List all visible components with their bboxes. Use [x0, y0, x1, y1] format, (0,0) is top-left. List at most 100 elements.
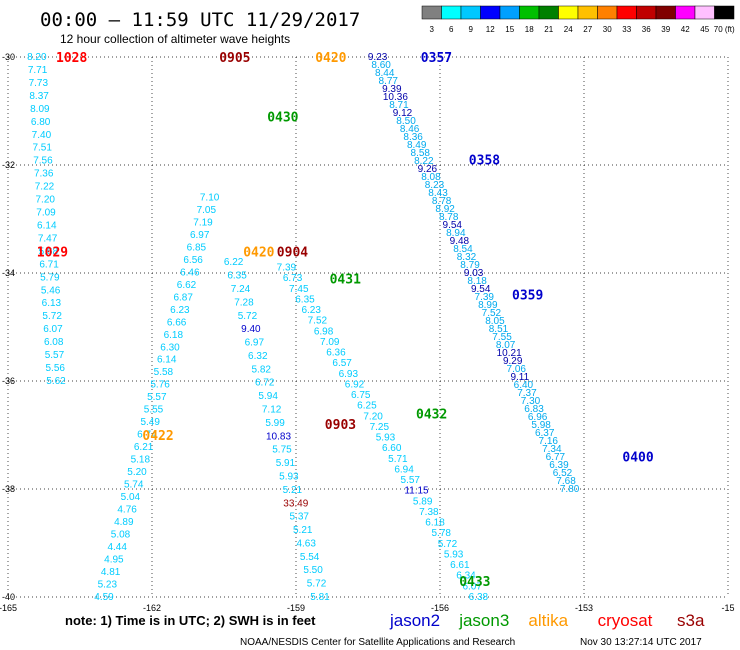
pass-time-label: 0432 — [416, 407, 447, 422]
wave-height-label: 6.32 — [248, 351, 268, 362]
satellite-legend: jason2 jason3 altika cryosat s3a — [389, 611, 705, 630]
wave-height-label: 5.76 — [150, 380, 170, 391]
wave-height-label: 8.60 — [371, 60, 391, 71]
colorbar-swatch — [675, 5, 696, 20]
footer-timestamp: Nov 30 13:27:14 UTC 2017 — [580, 637, 702, 648]
wave-height-label: 8.08 — [421, 172, 441, 183]
wave-height-label: 6.72 — [255, 378, 275, 389]
wave-height-label: 8.78 — [432, 196, 452, 207]
wave-height-label: 6.87 — [173, 292, 193, 303]
wave-height-label: 6.75 — [351, 390, 371, 401]
wave-height-label: 6.23 — [170, 305, 190, 316]
wave-height-label: 5.55 — [144, 405, 164, 416]
wave-height-label: 7.80 — [560, 484, 580, 495]
wave-height-label: 8.37 — [29, 91, 49, 102]
wave-height-label: 6.52 — [553, 468, 573, 479]
pass-time-label: 0420 — [243, 245, 274, 260]
wave-height-label: 7.40 — [32, 130, 52, 141]
colorbar-swatch — [499, 5, 520, 20]
wave-height-label: 6.34 — [456, 571, 476, 582]
wave-height-label: 6.57 — [332, 358, 352, 369]
colorbar-swatch — [558, 5, 579, 20]
wave-height-label: 7.06 — [507, 364, 527, 375]
legend-altika: altika — [528, 611, 568, 630]
pass-time-label: 0903 — [325, 418, 356, 433]
wave-height-label: 5.57 — [401, 475, 421, 486]
colorbar-swatch — [714, 5, 735, 20]
wave-height-label: 8.05 — [485, 316, 505, 327]
chart-footer: note: 1) Time is in UTC; 2) SWH is in fe… — [65, 611, 705, 648]
colorbar-swatch — [655, 5, 676, 20]
color-scale-bar: 3 6 9 12 15 18 21 24 27 30 33 36 39 42 45 70 (ft) — [421, 5, 735, 34]
wave-height-label: 7.09 — [36, 208, 56, 219]
wave-height-label: 6.60 — [382, 443, 402, 454]
wave-height-label: 9.11 — [510, 372, 529, 383]
wave-height-label: 8.94 — [446, 228, 466, 239]
wave-height-label: 4.44 — [107, 542, 127, 553]
x-tick-label: -15 — [721, 603, 734, 613]
wave-height-label: 6.18 — [425, 518, 445, 529]
wave-height-label: 7.20 — [36, 195, 56, 206]
x-tick-label: -162 — [143, 603, 161, 613]
wave-height-label: 5.58 — [154, 367, 174, 378]
wave-height-label: 7.38 — [419, 507, 439, 518]
wave-height-label: 6.71 — [39, 259, 59, 270]
colorbar-label: 33 — [622, 25, 631, 34]
track-mid-track: 6.22 6.35 7.24 7.28 5.72 9.40 6.97 6.32 5.82 6.72… — [224, 257, 330, 603]
wave-height-label: 6.74 — [137, 430, 157, 441]
wave-height-label: 6.46 — [180, 267, 200, 278]
wave-height-label: 6.98 — [314, 326, 334, 337]
wave-height-label: 5.57 — [45, 350, 65, 361]
wave-height-label: 8.20 — [27, 52, 47, 63]
colorbar-label: 21 — [544, 25, 553, 34]
wave-height-label: 7.39 — [475, 292, 495, 303]
wave-height-label: 7.28 — [234, 297, 254, 308]
wave-height-label: 9.48 — [450, 236, 470, 247]
wave-height-label: 8.07 — [496, 340, 516, 351]
y-tick-label: -36 — [2, 376, 15, 386]
wave-height-label: 8.79 — [460, 260, 480, 271]
pass-time-label: 0905 — [219, 51, 250, 66]
wave-height-label: 6.07 — [462, 581, 482, 592]
wave-height-label: 6.97 — [190, 230, 210, 241]
wave-height-label: 8.23 — [425, 180, 445, 191]
wave-height-label: 6.35 — [227, 271, 247, 282]
wave-height-label: 7.71 — [28, 65, 48, 76]
colorbar-label: 36 — [642, 25, 651, 34]
colorbar-swatch — [597, 5, 618, 20]
wave-height-label: 5.71 — [388, 454, 408, 465]
wave-height-label: 8.46 — [400, 124, 420, 135]
y-tick-label: -32 — [2, 160, 15, 170]
wave-height-label: 8.09 — [30, 104, 50, 115]
wave-height-label: 5.99 — [265, 418, 285, 429]
wave-height-label: 7.37 — [517, 388, 537, 399]
wave-height-label: 6.62 — [177, 280, 197, 291]
wave-height-label: 7.39 — [277, 263, 297, 274]
legend-s3a: s3a — [677, 611, 705, 630]
page-subtitle: 12 hour collection of altimeter wave hei… — [60, 32, 290, 46]
wave-height-label: 5.94 — [258, 391, 278, 402]
wave-height-label: 7.19 — [193, 217, 213, 228]
pass-time-label: 0359 — [512, 289, 543, 304]
wave-height-label: 5.68 — [39, 246, 59, 257]
wave-height-label: 6.77 — [546, 452, 566, 463]
wave-height-label: 5.72 — [238, 311, 258, 322]
wave-height-label: 6.85 — [187, 242, 207, 253]
wave-height-label: 5.72 — [438, 539, 458, 550]
wave-height-label: 6.83 — [524, 404, 544, 415]
wave-height-label: 8.22 — [414, 156, 434, 167]
pass-time-label: 0430 — [267, 110, 298, 125]
wave-height-label: 4.59 — [94, 592, 114, 603]
wave-height-label: 9.26 — [418, 164, 438, 175]
wave-height-label: 5.08 — [111, 530, 131, 541]
colorbar-label: 39 — [661, 25, 670, 34]
wave-height-label: 9.39 — [382, 84, 402, 95]
wave-height-label: 5.50 — [303, 565, 323, 576]
wave-height-label: 7.25 — [370, 422, 390, 433]
wave-height-label: 7.30 — [521, 396, 541, 407]
wave-height-label: 5.18 — [131, 455, 151, 466]
wave-height-label: 5.49 — [140, 417, 160, 428]
wave-height-label: 6.23 — [301, 305, 321, 316]
wave-height-label: 7.16 — [539, 436, 559, 447]
